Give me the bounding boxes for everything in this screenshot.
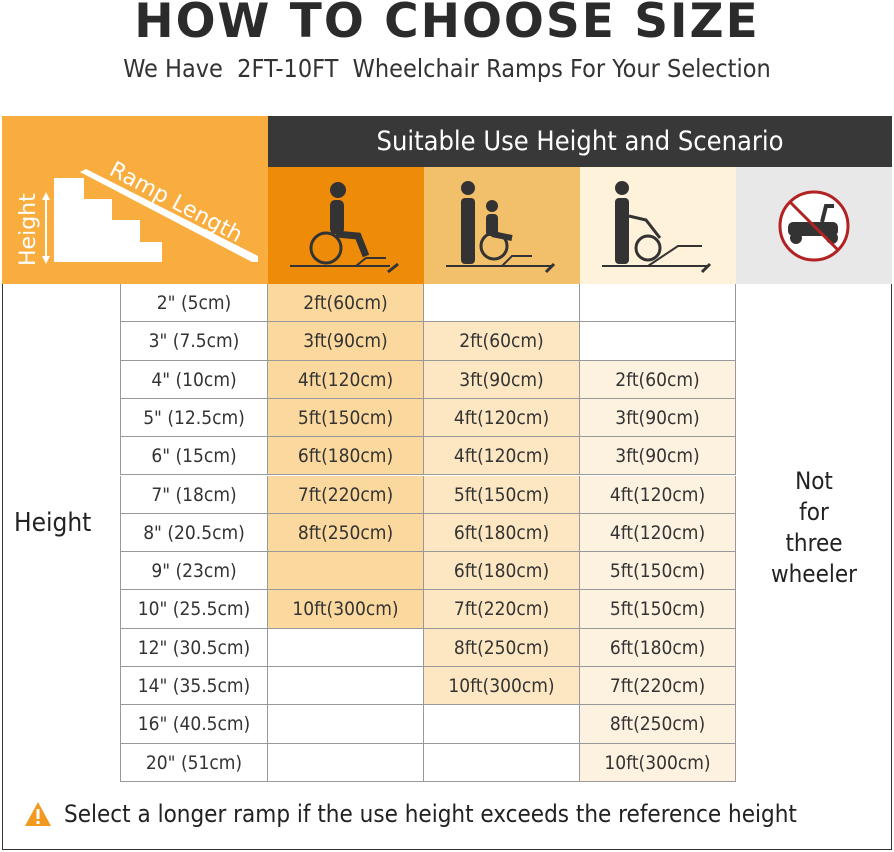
ramp-length-cell: 3ft(90cm) bbox=[424, 360, 580, 399]
height-cell: 9" (23cm) bbox=[120, 552, 268, 591]
warning-icon bbox=[25, 802, 51, 826]
ramp-length-cell: 4ft(120cm) bbox=[268, 360, 424, 399]
ramp-length-cell bbox=[268, 552, 424, 591]
na-line: Not bbox=[795, 467, 833, 495]
page-subtitle: We Have 2FT-10FT Wheelchair Ramps For Yo… bbox=[123, 54, 771, 83]
ramp-length-cell: 6ft(180cm) bbox=[424, 552, 580, 591]
ramp-length-cell: 3ft(90cm) bbox=[268, 322, 424, 361]
na-line: wheeler bbox=[770, 560, 858, 588]
height-cell: 14" (35.5cm) bbox=[120, 667, 268, 706]
ramp-length-cell: 5ft(150cm) bbox=[580, 552, 736, 591]
ramp-length-cell bbox=[268, 705, 424, 744]
ramp-length-cell: 7ft(220cm) bbox=[424, 590, 580, 629]
ramp-length-cell: 8ft(250cm) bbox=[424, 628, 580, 667]
ramp-length-cell bbox=[580, 284, 736, 323]
self-propelled-wheelchair-icon bbox=[290, 181, 399, 273]
ramp-diagram: Height Ramp Length bbox=[2, 116, 268, 284]
no-scooter-icon bbox=[778, 190, 850, 261]
ramp-length-cell: 3ft(90cm) bbox=[580, 398, 736, 438]
height-cell: 2" (5cm) bbox=[120, 284, 268, 323]
height-cell: 10" (25.5cm) bbox=[120, 590, 268, 629]
ramp-length-cell: 8ft(250cm) bbox=[268, 513, 424, 553]
scenario-self-propelled bbox=[268, 167, 424, 284]
ramp-length-cell: 2ft(60cm) bbox=[424, 322, 580, 361]
height-cell: 6" (15cm) bbox=[120, 437, 268, 476]
scenario-three-wheeler bbox=[736, 167, 892, 284]
height-cell: 8" (20.5cm) bbox=[120, 513, 268, 553]
ramp-length-cell: 2ft(60cm) bbox=[580, 360, 736, 399]
not-applicable-note: Not for three wheeler bbox=[736, 466, 892, 590]
scenario-pushed bbox=[424, 167, 580, 284]
ramp-length-cell bbox=[580, 322, 736, 361]
ramp-length-cell: 6ft(180cm) bbox=[580, 628, 736, 667]
warning-note: Select a longer ramp if the use height e… bbox=[24, 800, 797, 828]
ramp-length-cell bbox=[268, 743, 424, 782]
na-line: three bbox=[785, 529, 843, 557]
ramp-length-cell: 7ft(220cm) bbox=[268, 475, 424, 514]
ramp-length-cell: 8ft(250cm) bbox=[580, 705, 736, 744]
ramp-stairs-icon: Height Ramp Length bbox=[16, 157, 258, 266]
ramp-length-cell: 7ft(220cm) bbox=[580, 667, 736, 706]
height-cell: 20" (51cm) bbox=[120, 743, 268, 782]
ramp-length-cell bbox=[424, 705, 580, 744]
ramp-length-cell: 6ft(180cm) bbox=[268, 437, 424, 476]
ramp-length-cell bbox=[268, 667, 424, 706]
ramp-length-cell: 5ft(150cm) bbox=[424, 475, 580, 514]
height-cell: 3" (7.5cm) bbox=[120, 322, 268, 361]
ramp-length-cell: 5ft(150cm) bbox=[580, 590, 736, 629]
ramp-length-cell: 6ft(180cm) bbox=[424, 513, 580, 553]
scenario-pulled bbox=[580, 167, 736, 284]
warning-text: Select a longer ramp if the use height e… bbox=[64, 800, 797, 828]
pulled-wheelchair-up-ramp-icon bbox=[602, 180, 712, 273]
pushed-wheelchair-icon bbox=[446, 180, 556, 273]
row-group-label: Height bbox=[14, 508, 92, 538]
ramp-length-cell: 4ft(120cm) bbox=[580, 513, 736, 553]
scenario-header: Suitable Use Height and Scenario bbox=[268, 116, 892, 167]
ramp-length-cell bbox=[268, 628, 424, 667]
na-line: for bbox=[799, 498, 829, 526]
height-cell: 4" (10cm) bbox=[120, 360, 268, 399]
height-cell: 7" (18cm) bbox=[120, 475, 268, 514]
ramp-length-cell bbox=[424, 743, 580, 782]
height-cell: 12" (30.5cm) bbox=[120, 628, 268, 667]
corner-height-label: Height bbox=[16, 193, 41, 266]
ramp-length-cell: 10ft(300cm) bbox=[424, 667, 580, 706]
ramp-length-cell bbox=[424, 284, 580, 323]
ramp-length-cell: 4ft(120cm) bbox=[424, 398, 580, 438]
ramp-length-cell: 10ft(300cm) bbox=[268, 590, 424, 629]
height-cell: 16" (40.5cm) bbox=[120, 705, 268, 744]
height-cell: 5" (12.5cm) bbox=[120, 398, 268, 438]
ramp-length-cell: 4ft(120cm) bbox=[580, 475, 736, 514]
ramp-length-cell: 5ft(150cm) bbox=[268, 398, 424, 438]
ramp-length-cell: 2ft(60cm) bbox=[268, 284, 424, 323]
ramp-length-cell: 4ft(120cm) bbox=[424, 437, 580, 476]
ramp-length-cell: 3ft(90cm) bbox=[580, 437, 736, 476]
page-title: HOW TO CHOOSE SIZE bbox=[134, 0, 760, 49]
ramp-length-cell: 10ft(300cm) bbox=[580, 743, 736, 782]
